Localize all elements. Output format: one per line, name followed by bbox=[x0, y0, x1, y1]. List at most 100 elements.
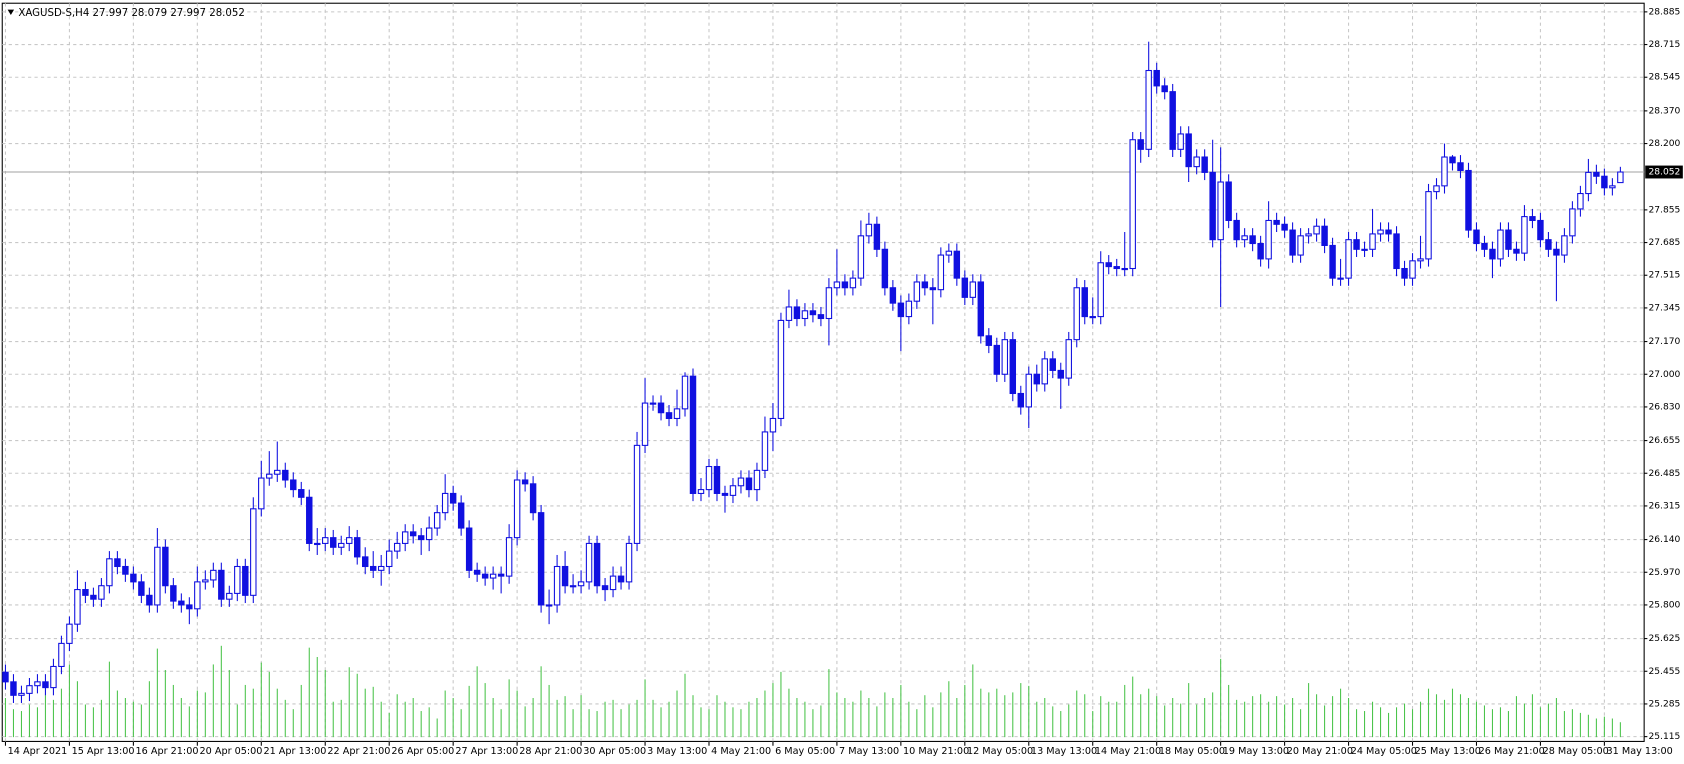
candle-body bbox=[146, 594, 153, 606]
x-tick-label: 28 Apr 21:00 bbox=[519, 746, 582, 757]
x-tick-label: 3 May 13:00 bbox=[647, 746, 707, 757]
x-tick-label: 27 Apr 13:00 bbox=[455, 746, 518, 757]
x-tick-label: 7 May 13:00 bbox=[839, 746, 899, 757]
candle-body bbox=[1337, 277, 1344, 280]
x-tick-label: 14 Apr 2021 bbox=[8, 746, 68, 757]
candle-body bbox=[753, 469, 761, 491]
candle-body bbox=[202, 579, 209, 583]
y-tick-label: 25.285 bbox=[1648, 699, 1680, 709]
y-tick-label: 28.370 bbox=[1648, 106, 1680, 116]
grid bbox=[2, 3, 1645, 742]
candle-body bbox=[1473, 229, 1480, 245]
candle-body bbox=[929, 287, 937, 291]
candle-body bbox=[1121, 267, 1128, 271]
candle-body bbox=[114, 558, 121, 568]
candle-body bbox=[569, 585, 577, 588]
candle-body bbox=[745, 477, 753, 491]
candle-body bbox=[1481, 242, 1488, 250]
y-tick-label: 26.140 bbox=[1648, 535, 1680, 545]
candle-body bbox=[417, 535, 425, 541]
candle-body bbox=[513, 479, 521, 539]
candle-body bbox=[1097, 262, 1104, 318]
candle-body bbox=[617, 575, 625, 583]
last-price-label: 28.052 bbox=[1648, 168, 1680, 178]
candle-body bbox=[1305, 233, 1312, 237]
candle-body bbox=[314, 542, 321, 546]
candle-body bbox=[1497, 229, 1504, 260]
candle-body bbox=[649, 402, 657, 405]
candle-body bbox=[1025, 373, 1033, 408]
candle-body bbox=[250, 508, 257, 596]
candle-body bbox=[625, 542, 633, 583]
x-tick-label: 24 May 05:00 bbox=[1351, 746, 1417, 757]
candle-body bbox=[953, 250, 961, 279]
candle-body bbox=[593, 542, 601, 587]
candle-body bbox=[993, 344, 1001, 375]
candle-body bbox=[1057, 369, 1064, 379]
candle-body bbox=[226, 592, 233, 600]
y-tick-label: 25.115 bbox=[1648, 732, 1680, 742]
candle-body bbox=[921, 281, 929, 289]
candle-body bbox=[154, 546, 161, 606]
candle-body bbox=[1617, 171, 1624, 184]
x-tick-label: 25 May 13:00 bbox=[1415, 746, 1481, 757]
candle-body bbox=[322, 537, 329, 544]
candle-body bbox=[585, 542, 593, 583]
y-tick-label: 25.625 bbox=[1648, 634, 1680, 644]
candle-body bbox=[433, 512, 441, 529]
x-tick-label: 4 May 21:00 bbox=[711, 746, 771, 757]
y-tick-label: 27.000 bbox=[1648, 370, 1680, 380]
candle-body bbox=[633, 444, 641, 544]
candle-body bbox=[425, 527, 433, 541]
candle-body bbox=[1441, 156, 1448, 187]
candle-body bbox=[10, 681, 17, 696]
candle-body bbox=[913, 281, 921, 302]
candle-body bbox=[218, 569, 225, 600]
y-tick-label: 27.170 bbox=[1648, 337, 1680, 347]
x-tick-label: 16 Apr 21:00 bbox=[136, 746, 199, 757]
candle-body bbox=[969, 281, 977, 298]
candle-body bbox=[553, 565, 561, 606]
candle-body bbox=[26, 685, 33, 694]
candle-body bbox=[1313, 225, 1320, 235]
candle-body bbox=[873, 223, 881, 250]
y-tick-label: 28.200 bbox=[1648, 139, 1680, 149]
candle-body bbox=[242, 565, 249, 596]
candle-body bbox=[609, 575, 617, 591]
candle-body bbox=[1169, 91, 1176, 150]
candle-body bbox=[1361, 248, 1368, 251]
candle-body bbox=[1233, 219, 1240, 241]
y-tick-label: 27.685 bbox=[1648, 238, 1680, 248]
candle-body bbox=[393, 542, 401, 552]
candle-body bbox=[449, 492, 457, 504]
candle-body bbox=[1001, 339, 1009, 375]
candle-body bbox=[1297, 235, 1304, 256]
candle-body bbox=[1601, 175, 1608, 189]
candle-body bbox=[1113, 266, 1120, 270]
candle-body bbox=[1273, 219, 1280, 225]
candle-body bbox=[705, 465, 713, 491]
candle-body bbox=[1281, 223, 1288, 231]
candle-body bbox=[401, 531, 409, 544]
candle-body bbox=[58, 642, 65, 667]
candle-body bbox=[1561, 235, 1568, 256]
candle-body bbox=[1009, 339, 1017, 395]
candle-body bbox=[961, 277, 969, 298]
x-tick-label: 28 May 05:00 bbox=[1543, 746, 1609, 757]
candle-body bbox=[18, 692, 25, 696]
candle-body bbox=[1521, 216, 1528, 254]
candle-body bbox=[1449, 156, 1456, 164]
candle-body bbox=[729, 485, 737, 496]
candle-body bbox=[1609, 185, 1616, 189]
candle-body bbox=[1545, 239, 1552, 250]
candle-body bbox=[138, 581, 145, 596]
candle-body bbox=[737, 477, 745, 487]
y-tick-label: 25.800 bbox=[1648, 600, 1680, 610]
y-tick-label: 25.455 bbox=[1648, 667, 1680, 677]
candle-body bbox=[1593, 171, 1600, 177]
candle-body bbox=[817, 314, 825, 320]
candle-body bbox=[42, 681, 49, 689]
candle-body bbox=[489, 573, 497, 579]
candle-body bbox=[1161, 85, 1168, 93]
